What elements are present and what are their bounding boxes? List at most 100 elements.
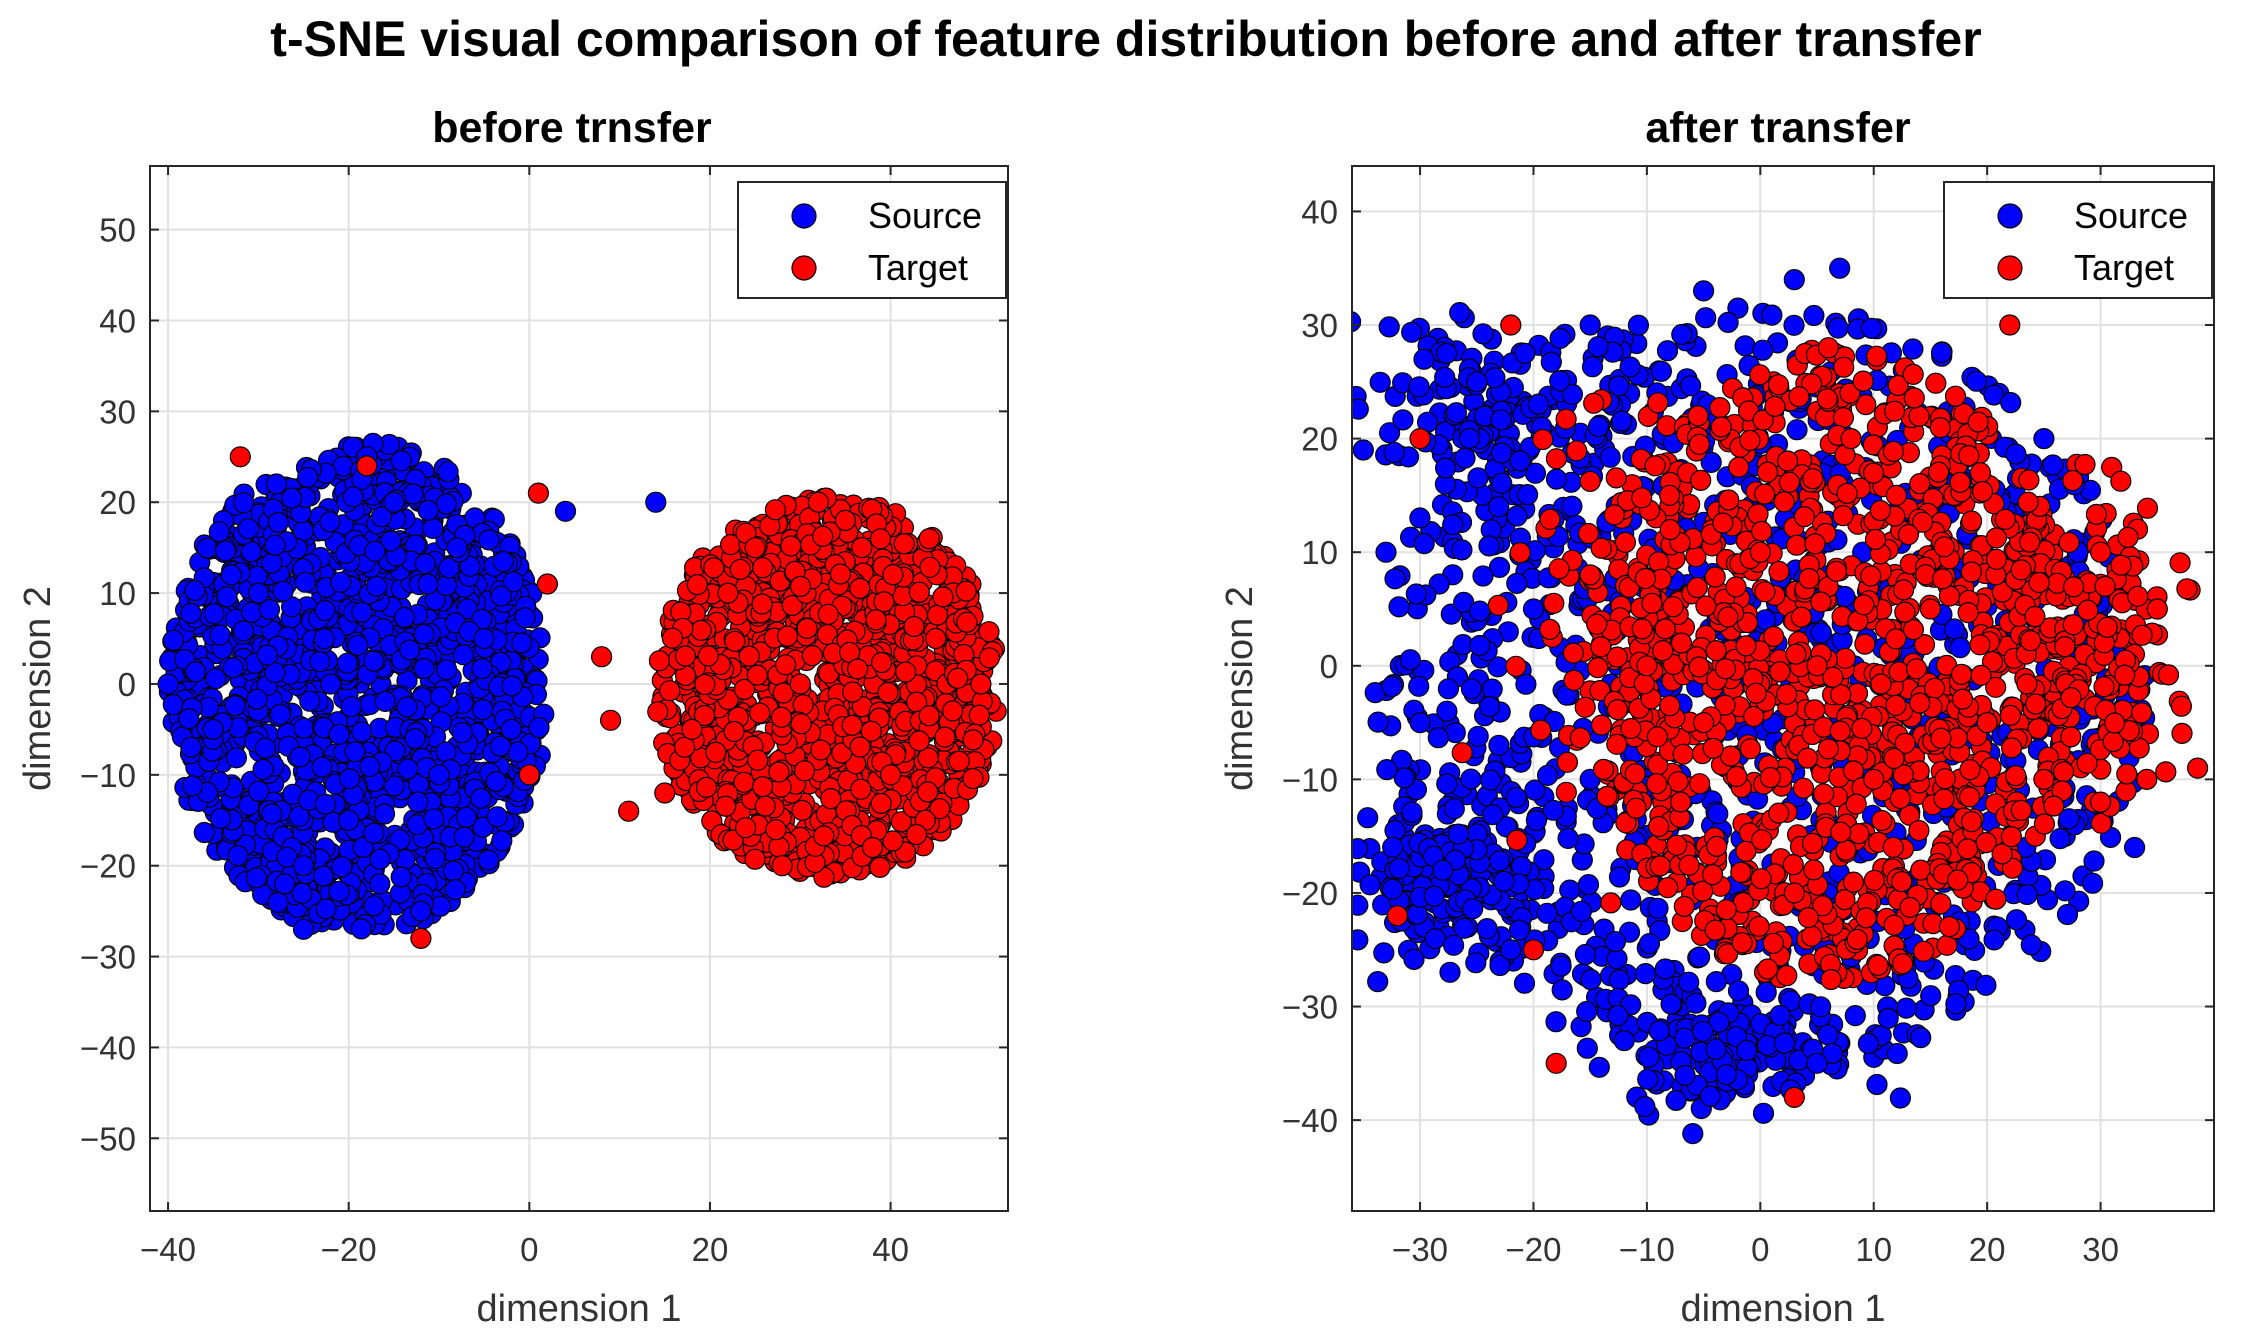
scatter-point-source xyxy=(1491,472,1513,494)
scatter-point-source xyxy=(1525,809,1548,832)
scatter-point-source xyxy=(1844,1004,1866,1027)
scatter-point-source xyxy=(319,511,341,533)
scatter-point-source xyxy=(292,918,315,940)
scatter-point-source xyxy=(1388,857,1410,879)
scatter-point-source xyxy=(220,564,242,586)
scatter-point-source xyxy=(209,807,232,830)
scatter-point-source xyxy=(645,491,667,513)
scatter-point-source xyxy=(1427,727,1449,749)
scatter-point-source xyxy=(1930,341,1953,364)
scatter-point-source xyxy=(1866,1073,1888,1096)
scatter-point-source xyxy=(1462,898,1484,920)
scatter-point-source xyxy=(320,673,342,695)
scatter-point-target xyxy=(781,594,803,617)
scatter-point-source xyxy=(485,770,507,793)
scatter-point-source xyxy=(1481,678,1503,700)
scatter-point-target xyxy=(926,604,949,626)
scatter-point-source xyxy=(1488,556,1511,579)
scatter-point-source xyxy=(1576,1000,1598,1023)
x-tick-label: 20 xyxy=(692,1231,729,1268)
scatter-point-source xyxy=(1634,1095,1656,1118)
scatter-point-target xyxy=(932,586,954,608)
scatter-point-source xyxy=(289,746,311,768)
scatter-point-target xyxy=(717,582,739,604)
y-tick-label: 30 xyxy=(99,393,136,430)
scatter-point-source xyxy=(1557,827,1579,850)
scatter-point-source xyxy=(313,628,335,650)
scatter-point-source xyxy=(470,787,492,810)
scatter-point-target xyxy=(1898,804,1921,826)
scatter-point-target xyxy=(908,581,930,603)
scatter-point-source xyxy=(1975,974,1997,996)
scatter-point-source xyxy=(437,461,459,483)
scatter-point-target xyxy=(860,720,882,742)
scatter-point-target xyxy=(850,778,872,800)
scatter-point-target xyxy=(527,482,550,504)
scatter-point-target xyxy=(1913,633,1936,656)
scatter-point-source xyxy=(2124,836,2146,859)
scatter-point-source xyxy=(1889,1087,1912,1109)
scatter-point-target xyxy=(714,795,737,817)
scatter-point-source xyxy=(1375,541,1397,563)
scatter-point-source xyxy=(1682,1122,1704,1145)
scatter-point-target xyxy=(978,647,1001,669)
axes-frame xyxy=(149,165,1009,1212)
scatter-point-target xyxy=(893,533,915,555)
y-tick-label: 10 xyxy=(99,575,136,612)
scatter-point-target xyxy=(890,811,912,833)
scatter-point-source xyxy=(347,634,369,656)
scatter-point-target xyxy=(738,645,760,667)
scatter-point-source xyxy=(1656,340,1679,362)
scatter-point-target xyxy=(770,706,793,728)
scatter-point-source xyxy=(1401,321,1423,343)
scatter-point-source xyxy=(233,492,255,514)
scatter-point-source xyxy=(424,847,446,870)
scatter-point-target xyxy=(744,537,766,559)
scatter-point-source xyxy=(1674,1064,1696,1087)
scatter-point-source xyxy=(501,675,523,697)
x-tick-label: −20 xyxy=(321,1231,377,1268)
scatter-point-source xyxy=(292,855,315,877)
scatter-point-source xyxy=(1647,897,1669,919)
x-tick-label: 40 xyxy=(872,1231,909,1268)
scatter-point-target xyxy=(841,714,863,737)
scatter-point-source xyxy=(1679,375,1702,397)
scatter-point-target xyxy=(955,580,977,602)
scatter-point-source xyxy=(328,723,350,745)
scatter-point-source xyxy=(1715,1064,1737,1086)
scatter-point-source xyxy=(2033,428,2055,450)
scatter-point-source xyxy=(1467,725,1489,747)
scatter-point-target xyxy=(746,664,768,686)
scatter-point-source xyxy=(205,668,227,690)
scatter-point-source xyxy=(288,805,310,827)
scatter-point-target xyxy=(673,736,696,758)
scatter-point-target xyxy=(661,627,684,649)
scatter-point-source xyxy=(1545,1011,1567,1033)
scatter-point-target xyxy=(1589,679,1611,702)
scatter-point-source xyxy=(430,686,452,708)
scatter-point-source xyxy=(180,602,202,625)
scatter-point-source xyxy=(1674,1027,1696,1049)
scatter-point-source xyxy=(1551,979,1573,1001)
scatter-point-target xyxy=(849,736,871,758)
scatter-point-source xyxy=(2082,872,2104,894)
scatter-point-target xyxy=(801,644,823,667)
scatter-point-source xyxy=(1619,356,1641,378)
scatter-point-source xyxy=(1460,678,1483,700)
scatter-point-source xyxy=(1634,962,1657,985)
scatter-point-source xyxy=(1506,572,1528,595)
scatter-point-source xyxy=(1570,900,1593,922)
scatter-point-source xyxy=(452,644,475,666)
x-tick-label: 0 xyxy=(520,1231,538,1268)
scatter-point-target xyxy=(648,650,671,672)
scatter-point-source xyxy=(1727,980,1750,1002)
scatter-point-target xyxy=(754,795,776,817)
scatter-point-target xyxy=(1709,397,1731,419)
scatter-point-source xyxy=(359,755,381,778)
scatter-point-target xyxy=(776,625,799,647)
scatter-point-source xyxy=(428,764,450,786)
scatter-point-source xyxy=(1488,496,1510,518)
scatter-point-source xyxy=(1442,934,1465,956)
scatter-point-source xyxy=(1481,803,1504,826)
scatter-point-target xyxy=(2018,469,2040,491)
